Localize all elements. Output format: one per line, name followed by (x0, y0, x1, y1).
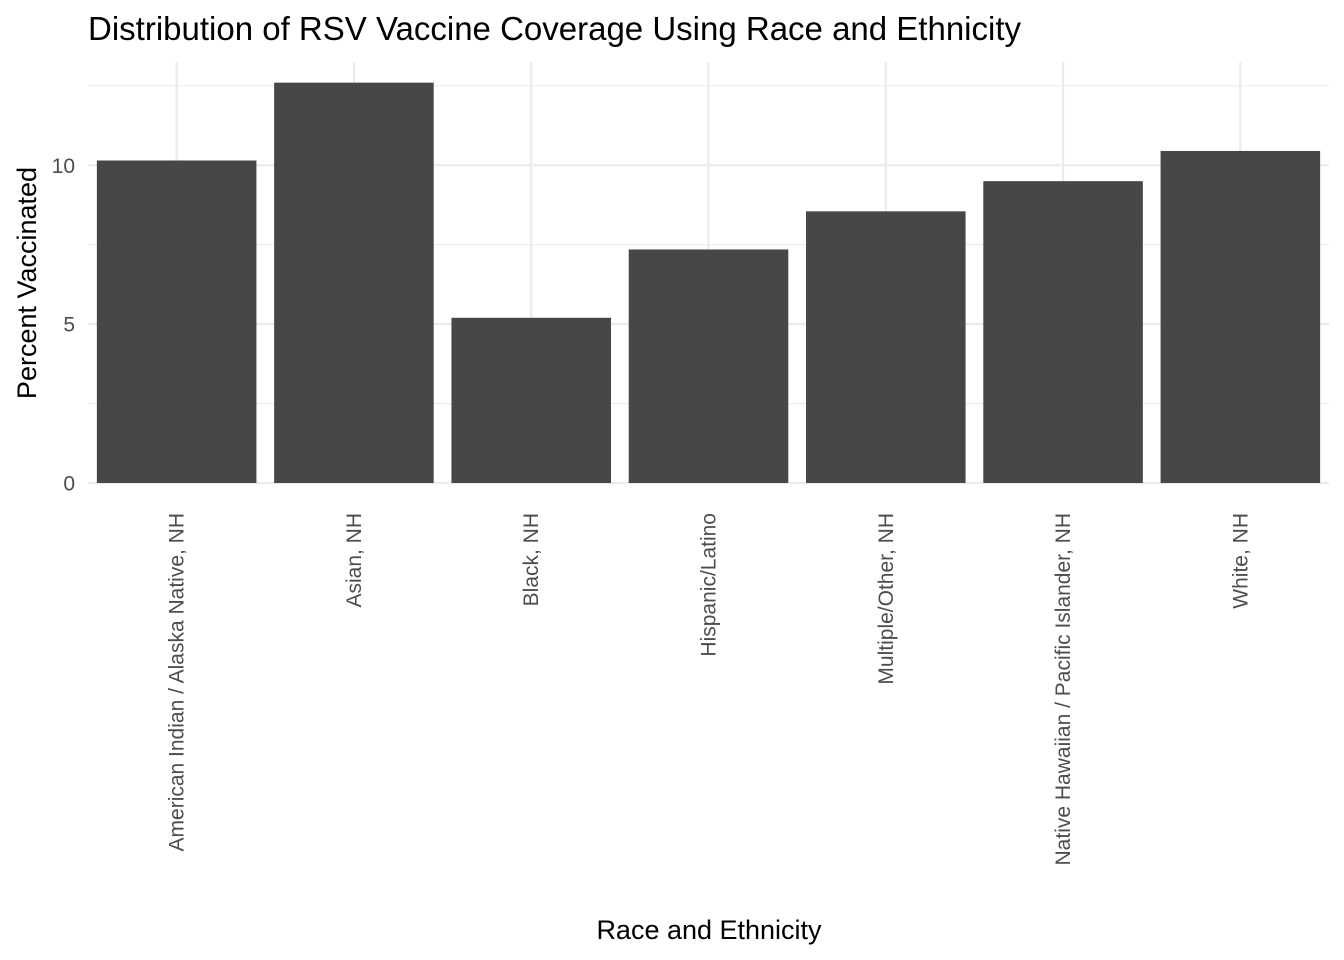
chart-title: Distribution of RSV Vaccine Coverage Usi… (88, 10, 1022, 47)
bar (806, 211, 966, 483)
bar (628, 249, 789, 483)
bar (96, 160, 257, 483)
x-tick-label: Asian, NH (343, 513, 366, 608)
y-tick-label: 0 (63, 473, 75, 496)
bar (1160, 150, 1321, 483)
y-axis-ticks: 0 5 10 (52, 155, 75, 496)
bar (983, 181, 1143, 483)
y-tick-label: 5 (63, 314, 75, 337)
x-tick-label: Hispanic/Latino (698, 513, 721, 657)
bars (96, 82, 1321, 483)
x-tick-label: Multiple/Other, NH (875, 513, 898, 685)
bar (274, 82, 434, 483)
x-axis-title: Race and Ethnicity (596, 915, 822, 945)
x-tick-label: American Indian / Alaska Native, NH (166, 513, 189, 851)
y-tick-label: 10 (52, 155, 75, 178)
bar (451, 317, 611, 483)
x-tick-label: White, NH (1229, 513, 1252, 609)
x-tick-label: Native Hawaiian / Pacific Islander, NH (1052, 513, 1075, 865)
x-axis-ticks: American Indian / Alaska Native, NH Asian… (166, 513, 1253, 865)
x-tick-label: Black, NH (520, 513, 543, 606)
y-axis-title: Percent Vaccinated (12, 167, 42, 399)
